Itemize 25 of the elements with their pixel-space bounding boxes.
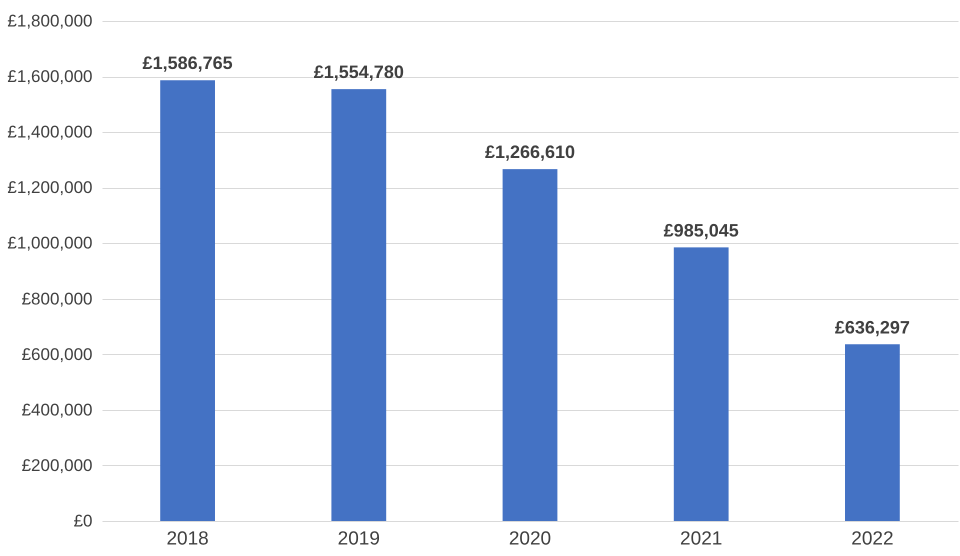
y-tick-label: £600,000 <box>22 344 92 364</box>
bar <box>502 169 558 521</box>
bar <box>845 344 900 521</box>
y-tick-label: £200,000 <box>22 456 92 475</box>
bar <box>674 247 729 521</box>
y-tick-label: £1,200,000 <box>7 178 92 198</box>
y-tick-label: £0 <box>74 512 92 530</box>
x-tick-label: 2019 <box>338 528 380 550</box>
x-tick-label: 2021 <box>680 528 722 550</box>
data-label: £1,586,765 <box>142 53 233 74</box>
y-tick-label: £1,600,000 <box>7 67 92 86</box>
y-tick-label: £1,400,000 <box>7 122 92 142</box>
y-tick-label: £400,000 <box>22 400 92 420</box>
bar <box>160 80 215 521</box>
data-label: £1,266,610 <box>484 142 576 162</box>
x-tick-label: 2020 <box>508 528 552 550</box>
y-tick-label: £1,800,000 <box>7 12 92 30</box>
x-tick-label: 2018 <box>166 528 209 550</box>
data-label: £1,554,780 <box>314 62 404 82</box>
data-label: £985,045 <box>664 220 739 240</box>
y-tick-label: £800,000 <box>22 289 92 308</box>
data-label: £636,297 <box>834 317 910 338</box>
y-tick-label: £1,000,000 <box>7 234 92 253</box>
bar <box>331 89 386 521</box>
x-tick-label: 2022 <box>851 528 894 550</box>
